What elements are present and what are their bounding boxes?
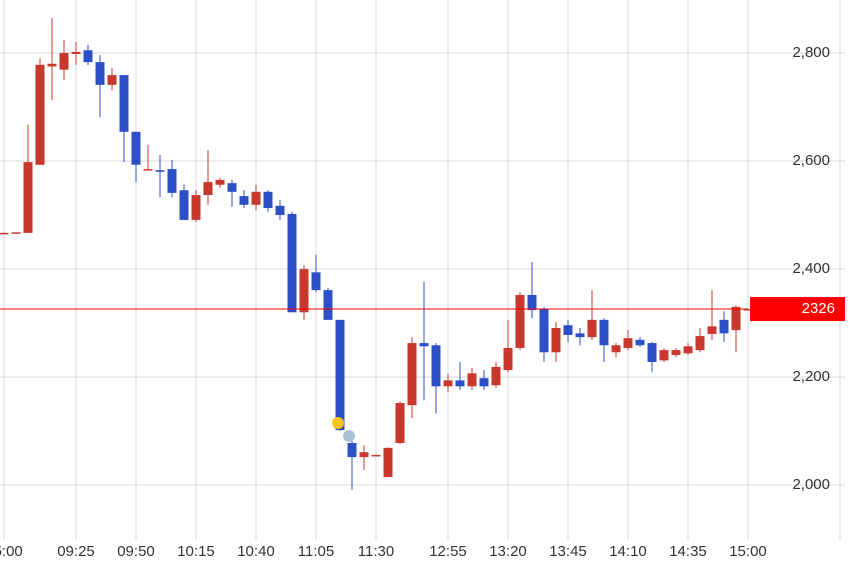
candle-body — [23, 162, 33, 233]
candle-body — [107, 75, 117, 85]
x-tick-label: 14:10 — [609, 543, 647, 560]
candle-body — [263, 191, 273, 209]
candle-body — [383, 447, 393, 478]
candle-body — [575, 333, 585, 338]
y-tick-label: 2,800 — [792, 44, 830, 61]
x-tick-label: 10:15 — [177, 543, 215, 560]
y-tick-label: 2,600 — [792, 152, 830, 169]
candle-body — [47, 63, 57, 67]
candle-body — [371, 454, 381, 457]
candle-body — [191, 195, 201, 220]
x-tick-label: 13:45 — [549, 543, 587, 560]
x-tick-label: 12:55 — [429, 543, 467, 560]
candle-body — [95, 62, 105, 85]
candle-body — [479, 378, 489, 387]
grid — [0, 0, 845, 540]
candle-body — [743, 309, 753, 311]
candle-body — [251, 191, 261, 205]
candle-body — [335, 319, 345, 431]
candle-body — [695, 336, 705, 351]
candle-body — [59, 52, 69, 70]
candle-body — [311, 272, 321, 291]
x-tick-label: 11:30 — [358, 543, 394, 560]
candle-body — [419, 343, 429, 347]
candle-body — [239, 196, 249, 205]
candle-body — [587, 319, 597, 338]
candle-body — [167, 169, 177, 193]
last-price-box — [750, 297, 845, 322]
candle-body — [395, 403, 405, 444]
candle-body — [455, 380, 465, 387]
candle-body — [731, 306, 741, 331]
candle-body — [203, 182, 213, 196]
candle-body — [443, 380, 453, 387]
candle-body — [323, 290, 333, 320]
candle-body — [611, 345, 621, 353]
candle-body — [227, 183, 237, 192]
candle-body — [599, 319, 609, 346]
last-price-label: 2326 — [802, 300, 835, 317]
candle-body — [551, 327, 561, 353]
candle-body — [635, 339, 645, 346]
candle-body — [707, 326, 717, 334]
candle-body — [671, 350, 681, 355]
x-tick-label: 15:00 — [729, 543, 767, 560]
candle-body — [647, 343, 657, 362]
event-marker[interactable] — [343, 430, 355, 442]
candle-body — [527, 294, 537, 311]
y-tick-label: 2,000 — [792, 476, 830, 493]
candle-body — [431, 345, 441, 387]
candle-body — [215, 179, 225, 185]
candle-body — [275, 205, 285, 216]
candle-body — [83, 50, 93, 63]
candle-body — [623, 338, 633, 348]
candle-body — [491, 366, 501, 386]
candle-body — [287, 213, 297, 313]
x-tick-label: 09:50 — [117, 543, 155, 560]
x-tick-label: 09:25 — [57, 543, 95, 560]
candle-body — [143, 169, 153, 171]
x-tick-label: 14:35 — [669, 543, 707, 560]
candle-body — [407, 343, 417, 406]
candle-body — [179, 190, 189, 220]
candle-body — [467, 373, 477, 387]
candle-body — [539, 309, 549, 353]
x-tick-label: 15:00 — [0, 543, 23, 560]
candle-body — [347, 443, 357, 458]
candle-body — [299, 269, 309, 313]
candle-body — [359, 452, 369, 458]
candles — [0, 17, 753, 491]
y-tick-label: 2,200 — [792, 368, 830, 385]
x-tick-label: 13:20 — [489, 543, 527, 560]
candle-body — [35, 64, 45, 165]
x-tick-label: 11:05 — [298, 543, 334, 560]
candle-body — [131, 131, 141, 165]
x-tick-label: 10:40 — [237, 543, 275, 560]
labels: 2,000 2,200 2,400 2,600 2,800 15:00 09:25 09:50… — [0, 44, 845, 560]
candle-body — [0, 232, 9, 235]
candle-body — [719, 319, 729, 334]
event-marker[interactable] — [332, 417, 344, 429]
candle-body — [659, 350, 669, 361]
candle-body — [71, 51, 81, 55]
candle-body — [563, 325, 573, 335]
candle-body — [515, 294, 525, 348]
candle-body — [683, 346, 693, 354]
candle-body — [503, 347, 513, 371]
candle-body — [119, 75, 129, 132]
candle-body — [11, 232, 21, 234]
candle-body — [155, 170, 165, 172]
y-tick-label: 2,400 — [792, 260, 830, 277]
